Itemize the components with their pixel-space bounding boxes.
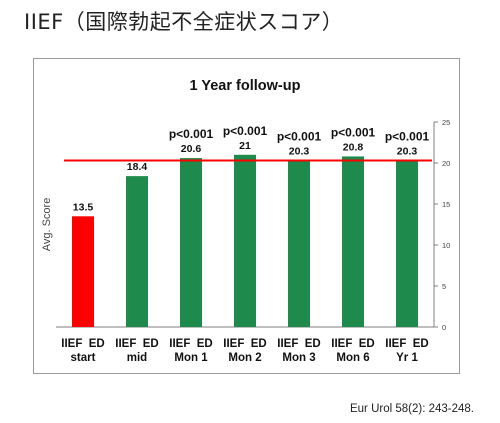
x-tick-label-2-1: Mon 1 — [174, 352, 208, 364]
x-tick-label-4-1: Mon 3 — [282, 352, 315, 364]
bar-chart: 1 Year follow-up Avg. Score 0 5 10 15 20 25 13.5… — [41, 78, 450, 364]
data-label-2: 20.6 — [181, 143, 202, 155]
x-tick-label-5-1: Mon 6 — [336, 352, 369, 364]
chart-frame: 1 Year follow-up Avg. Score 0 5 10 15 20 25 13.5… — [33, 58, 460, 374]
y-tick-label-3: 15 — [442, 200, 450, 209]
data-label-0: 13.5 — [73, 201, 94, 213]
y-axis-label: Avg. Score — [41, 198, 53, 252]
significance-label-2: p<0.001 — [169, 127, 214, 141]
x-tick-label-3-0: IIEF ED — [223, 338, 266, 350]
bar-4 — [288, 160, 310, 327]
bar-5 — [342, 156, 364, 327]
significance-label-5: p<0.001 — [331, 125, 376, 139]
significance-label-6: p<0.001 — [385, 130, 430, 144]
bar-6 — [396, 160, 418, 327]
data-label-1: 18.4 — [127, 161, 148, 173]
x-tick-label-5-0: IIEF ED — [331, 338, 374, 350]
x-tick-label-4-0: IIEF ED — [277, 338, 320, 350]
data-label-3: 21 — [239, 140, 251, 152]
bar-2 — [180, 158, 202, 327]
x-tick-label-1-1: mid — [127, 352, 147, 364]
bar-0 — [72, 216, 94, 327]
significance-label-3: p<0.001 — [223, 124, 268, 138]
chart-title: 1 Year follow-up — [190, 78, 301, 94]
y-tick-label-4: 20 — [442, 159, 450, 168]
x-tick-label-2-0: IIEF ED — [169, 338, 212, 350]
x-tick-label-0-1: start — [71, 352, 96, 364]
y-tick-label-2: 10 — [442, 241, 450, 250]
y-tick-label-5: 25 — [442, 118, 450, 127]
data-label-6: 20.3 — [397, 146, 418, 158]
citation: Eur Urol 58(2): 243-248. — [349, 403, 474, 415]
page-heading: IIEF（国際勃起不全症状スコア） — [24, 10, 344, 34]
bar-1 — [126, 176, 148, 327]
x-tick-label-0-0: IIEF ED — [61, 338, 104, 350]
significance-label-4: p<0.001 — [277, 130, 322, 144]
y-tick-label-0: 0 — [442, 323, 446, 332]
x-tick-label-6-1: Yr 1 — [396, 352, 418, 364]
y-tick-label-1: 5 — [442, 282, 446, 291]
data-label-5: 20.8 — [343, 141, 364, 153]
data-label-4: 20.3 — [289, 146, 310, 158]
x-tick-label-1-0: IIEF ED — [115, 338, 158, 350]
bar-3 — [234, 154, 256, 327]
x-tick-label-6-0: IIEF ED — [385, 338, 428, 350]
x-tick-label-3-1: Mon 2 — [228, 352, 261, 364]
